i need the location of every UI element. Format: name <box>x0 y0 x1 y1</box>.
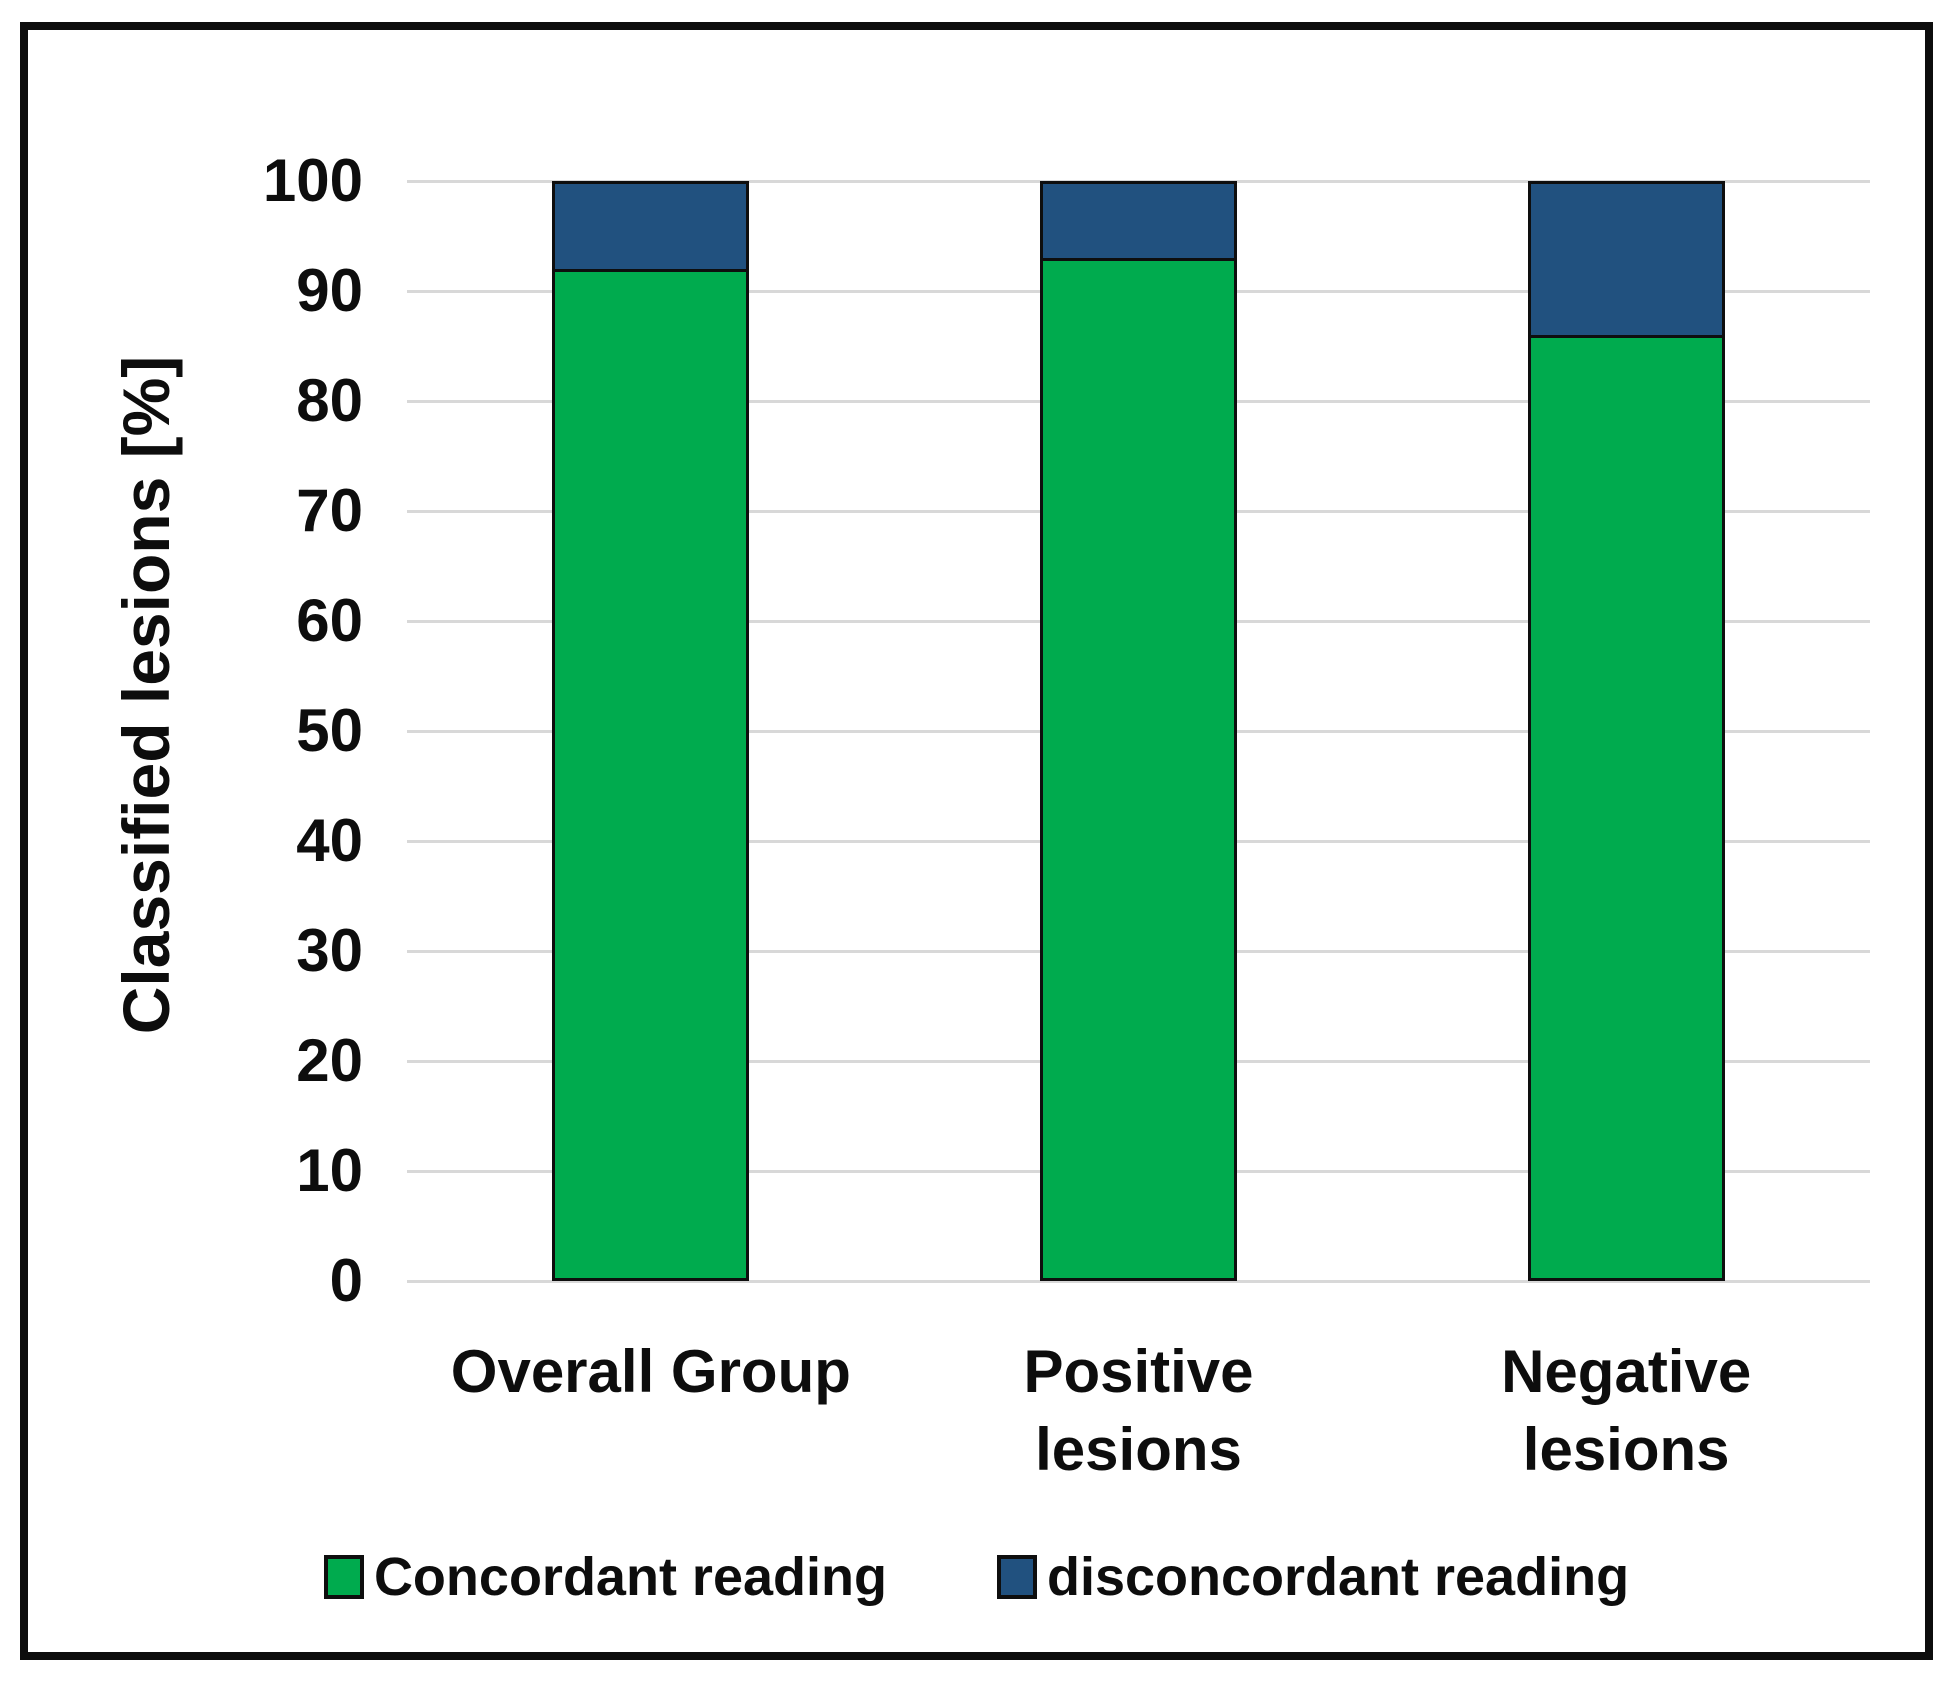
y-tick-label-40: 40 <box>296 807 363 874</box>
legend: Concordant reading disconcordant reading <box>28 1546 1925 1608</box>
segment-disconcordant-0 <box>552 181 750 269</box>
gridline-0 <box>407 1279 1870 1283</box>
y-tick-label-50: 50 <box>296 697 363 764</box>
legend-entry-concordant-reading: Concordant reading <box>323 1546 887 1608</box>
segment-disconcordant-1 <box>1040 181 1237 258</box>
y-tick-label-80: 80 <box>296 367 363 434</box>
y-tick-label-90: 90 <box>296 257 363 324</box>
bar-positive-lesions <box>1040 181 1237 1281</box>
segment-concordant-1 <box>1040 258 1237 1281</box>
y-tick-label-30: 30 <box>296 917 363 984</box>
figure-frame: Classified lesions [%] 0 10 20 30 40 50 60 70 80… <box>20 22 1933 1660</box>
bar-negative-lesions <box>1527 181 1725 1281</box>
y-tick-label-70: 70 <box>296 477 363 544</box>
segment-disconcordant-2 <box>1527 181 1725 335</box>
bar-overall-group <box>552 181 750 1281</box>
segment-concordant-2 <box>1527 335 1725 1281</box>
y-tick-label-60: 60 <box>296 587 363 654</box>
legend-label: disconcordant reading <box>1046 1547 1630 1607</box>
y-tick-label-20: 20 <box>296 1027 363 1094</box>
legend-label: Concordant reading <box>373 1547 887 1607</box>
legend-entry-disconcordant-reading: disconcordant reading <box>996 1546 1630 1608</box>
legend-swatch-icon <box>996 1555 1037 1599</box>
y-tick-label-10: 10 <box>296 1137 363 1204</box>
plot-area <box>407 179 1870 1283</box>
y-tick-label-100: 100 <box>262 147 363 214</box>
chart-area: Classified lesions [%] 0 10 20 30 40 50 60 70 80… <box>28 30 1925 1652</box>
x-label-positive-lesions: Positive lesions <box>1023 1338 1254 1483</box>
x-label-overall-group: Overall Group <box>450 1338 851 1405</box>
y-tick-label-0: 0 <box>329 1247 363 1314</box>
legend-swatch-icon <box>323 1555 364 1599</box>
x-label-negative-lesions: Negative lesions <box>1501 1338 1752 1483</box>
segment-concordant-0 <box>552 269 750 1281</box>
